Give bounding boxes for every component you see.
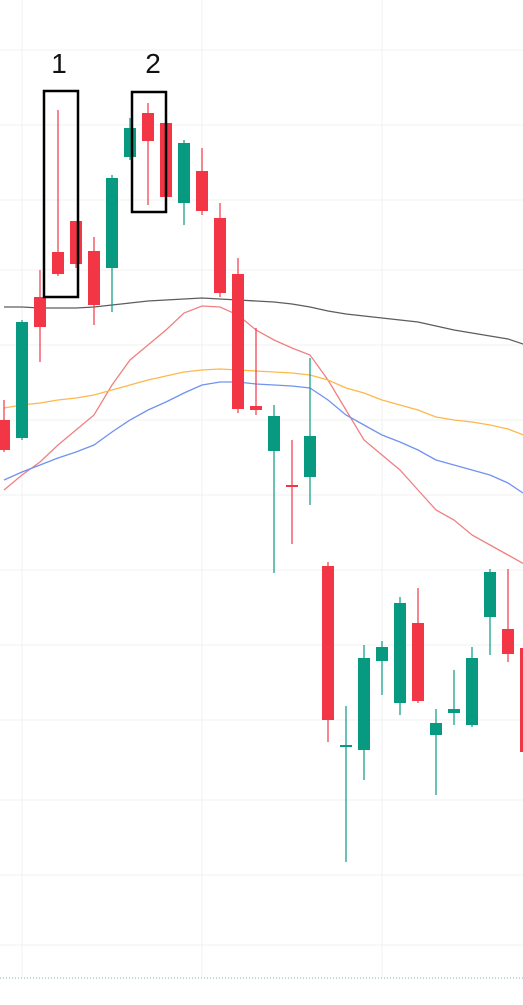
candle [124, 118, 136, 160]
candle-body [232, 274, 244, 409]
candle-body [16, 322, 28, 438]
candle [304, 358, 316, 505]
candle-body [0, 420, 10, 450]
ma-line [3, 368, 523, 436]
candle-body [466, 658, 478, 725]
candle-body [358, 658, 370, 750]
candle [178, 140, 190, 225]
candle-body [124, 128, 136, 157]
candle-body [322, 566, 334, 720]
candle-body [52, 252, 64, 274]
candle [196, 148, 208, 215]
candle [502, 569, 514, 662]
candle-body [484, 572, 496, 617]
candle [70, 221, 82, 268]
annotation-box [42, 89, 80, 299]
candle-body [304, 436, 316, 477]
candle [268, 405, 280, 573]
candle [16, 320, 28, 440]
candle [448, 670, 460, 725]
candle [358, 645, 370, 780]
candle-body [502, 629, 514, 654]
annotation-boxes [42, 89, 168, 299]
candle [142, 103, 154, 205]
candle-body [214, 218, 226, 293]
candle-body [106, 178, 118, 268]
candle [466, 647, 478, 727]
candle-body [34, 297, 46, 327]
ma-line [3, 305, 523, 565]
candle [484, 569, 496, 655]
candle-body [394, 603, 406, 703]
candle-body [412, 623, 424, 701]
candle-body [70, 221, 82, 264]
candle-body [286, 485, 298, 487]
candle-body [196, 171, 208, 211]
candle-body [448, 709, 460, 713]
candle-body [88, 251, 100, 305]
annotation-box [130, 90, 168, 214]
candle-body [250, 406, 262, 410]
ma-line [3, 381, 523, 494]
candle [0, 400, 10, 452]
annotation-label: 1 [51, 48, 67, 79]
candle-body [430, 723, 442, 735]
candle [430, 709, 442, 795]
candle-body [268, 416, 280, 451]
candle-body [142, 113, 154, 141]
candle [232, 258, 244, 413]
candle [214, 203, 226, 297]
candle-body [178, 143, 190, 203]
candle [286, 440, 298, 544]
candle [376, 641, 388, 695]
candle [34, 270, 46, 362]
candle-body [520, 648, 523, 752]
annotation-label: 2 [145, 48, 161, 79]
candle-body [340, 745, 352, 747]
candle [340, 706, 352, 862]
candle [52, 110, 64, 276]
ma-line [4, 297, 523, 345]
candle [106, 175, 118, 312]
candle-body [376, 647, 388, 661]
candle [88, 237, 100, 325]
candle [394, 597, 406, 715]
candle [250, 328, 262, 415]
candle [322, 562, 334, 742]
candle [412, 588, 424, 703]
candle [520, 648, 523, 752]
